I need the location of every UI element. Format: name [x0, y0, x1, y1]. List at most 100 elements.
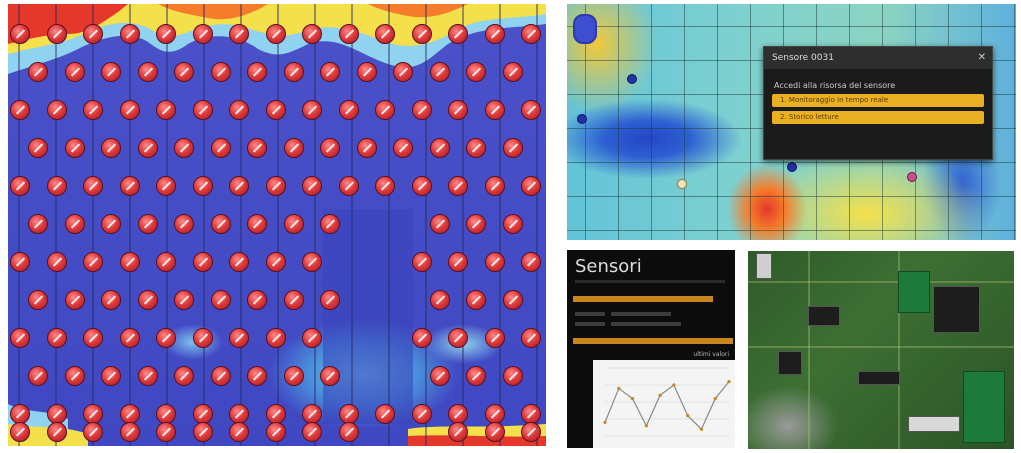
sensor-pin-icon[interactable] [119, 252, 140, 272]
sensor-pin-icon[interactable] [302, 328, 322, 348]
sensor-marker[interactable] [907, 172, 917, 182]
sensor-pin-icon[interactable] [229, 422, 249, 442]
sensor-pin-icon[interactable] [174, 290, 194, 310]
sensor-pin-icon[interactable] [137, 366, 158, 386]
sensor-pin-icon[interactable] [247, 214, 267, 234]
sensor-pin-icon[interactable] [156, 328, 176, 348]
sensor-pin-icon[interactable] [28, 138, 48, 158]
sensor-pin-icon[interactable] [46, 404, 67, 424]
sensor-pin-icon[interactable] [192, 24, 213, 44]
sensor-pin-icon[interactable] [338, 24, 359, 44]
sensor-pin-icon[interactable] [484, 422, 505, 442]
sensor-pin-icon[interactable] [429, 62, 450, 82]
sensor-pin-icon[interactable] [174, 138, 194, 158]
sensor-pin-icon[interactable] [302, 24, 322, 44]
sensor-pin-icon[interactable] [101, 366, 121, 386]
sensor-pin-icon[interactable] [338, 176, 359, 196]
sensor-pin-icon[interactable] [101, 290, 121, 310]
sensor-pin-icon[interactable] [320, 290, 340, 310]
sensor-pin-icon[interactable] [320, 62, 340, 82]
sensor-pin-icon[interactable] [375, 176, 395, 196]
sensor-pin-icon[interactable] [375, 100, 395, 120]
sensor-pin-icon[interactable] [46, 422, 67, 442]
sensor-pin-icon[interactable] [229, 252, 249, 272]
sensor-pin-icon[interactable] [137, 290, 158, 310]
sensor-pin-icon[interactable] [46, 252, 67, 272]
sensor-pin-icon[interactable] [448, 252, 468, 272]
sensor-pin-icon[interactable] [83, 422, 103, 442]
sensor-pin-icon[interactable] [429, 214, 450, 234]
sensor-pin-icon[interactable] [429, 290, 450, 310]
sensor-pin-icon[interactable] [83, 176, 103, 196]
sensor-pin-icon[interactable] [448, 100, 468, 120]
sensor-pin-icon[interactable] [64, 290, 85, 310]
sensor-pin-icon[interactable] [338, 404, 359, 424]
sensor-pin-icon[interactable] [101, 62, 121, 82]
sensor-pin-icon[interactable] [119, 328, 140, 348]
sensor-pin-icon[interactable] [119, 404, 140, 424]
sensor-pin-icon[interactable] [156, 404, 176, 424]
sensor-pin-icon[interactable] [448, 422, 468, 442]
sensor-pin-icon[interactable] [210, 138, 231, 158]
sensor-pin-icon[interactable] [83, 404, 103, 424]
sensor-pin-icon[interactable] [448, 404, 468, 424]
sensor-pin-icon[interactable] [28, 290, 48, 310]
sensor-pin-icon[interactable] [10, 422, 30, 442]
sensor-pin-icon[interactable] [174, 366, 194, 386]
sensor-pin-icon[interactable] [502, 214, 523, 234]
sensor-pin-icon[interactable] [192, 252, 213, 272]
sensor-dashboard[interactable]: Sensori ultimi valori [567, 250, 735, 448]
sensor-pin-icon[interactable] [521, 176, 541, 196]
sensor-pin-icon[interactable] [119, 100, 140, 120]
sensor-pin-icon[interactable] [156, 24, 176, 44]
sensor-pin-icon[interactable] [484, 328, 505, 348]
sensor-pin-icon[interactable] [375, 404, 395, 424]
sensor-pin-icon[interactable] [356, 62, 377, 82]
sensor-pin-icon[interactable] [229, 24, 249, 44]
sensor-pin-icon[interactable] [137, 214, 158, 234]
sensor-pin-icon[interactable] [283, 138, 304, 158]
sensor-pin-icon[interactable] [448, 328, 468, 348]
sensor-pin-icon[interactable] [283, 290, 304, 310]
sensor-pin-icon[interactable] [247, 290, 267, 310]
sensor-pin-icon[interactable] [156, 176, 176, 196]
sensor-pin-icon[interactable] [502, 138, 523, 158]
sensor-pin-icon[interactable] [101, 138, 121, 158]
sensor-pin-icon[interactable] [338, 422, 359, 442]
sensor-pin-icon[interactable] [174, 62, 194, 82]
sensor-pin-icon[interactable] [174, 214, 194, 234]
sensor-pin-icon[interactable] [210, 214, 231, 234]
sensor-pin-icon[interactable] [247, 62, 267, 82]
popup-option-realtime[interactable]: 1. Monitoraggio in tempo reale [772, 94, 984, 107]
sensor-pin-icon[interactable] [64, 138, 85, 158]
sensor-pin-icon[interactable] [411, 100, 432, 120]
sensor-pin-icon[interactable] [46, 176, 67, 196]
sensor-pin-icon[interactable] [466, 366, 486, 386]
sensor-pin-icon[interactable] [502, 366, 523, 386]
sensor-pin-icon[interactable] [119, 176, 140, 196]
sensor-pin-icon[interactable] [302, 422, 322, 442]
sensor-pin-icon[interactable] [64, 366, 85, 386]
sensor-pin-icon[interactable] [302, 252, 322, 272]
sensor-pin-icon[interactable] [265, 24, 286, 44]
sensor-pin-icon[interactable] [283, 214, 304, 234]
sensor-pin-icon[interactable] [466, 290, 486, 310]
sensor-pin-icon[interactable] [521, 252, 541, 272]
sensor-pin-icon[interactable] [156, 422, 176, 442]
sensor-pin-icon[interactable] [101, 214, 121, 234]
close-icon[interactable]: ✕ [977, 52, 986, 63]
sensor-pin-icon[interactable] [265, 100, 286, 120]
sensor-marker-selected[interactable] [677, 179, 687, 189]
sensor-heatmap-floorplan[interactable] [8, 4, 546, 446]
sensor-pin-icon[interactable] [192, 422, 213, 442]
sensor-pin-icon[interactable] [192, 404, 213, 424]
sensor-pin-icon[interactable] [521, 422, 541, 442]
sensor-pin-icon[interactable] [83, 252, 103, 272]
sensor-pin-icon[interactable] [229, 100, 249, 120]
sensor-pin-icon[interactable] [393, 138, 413, 158]
sensor-pin-icon[interactable] [28, 214, 48, 234]
sensor-pin-icon[interactable] [484, 404, 505, 424]
sensor-pin-icon[interactable] [484, 252, 505, 272]
sensor-pin-icon[interactable] [192, 100, 213, 120]
sensor-pin-icon[interactable] [393, 62, 413, 82]
